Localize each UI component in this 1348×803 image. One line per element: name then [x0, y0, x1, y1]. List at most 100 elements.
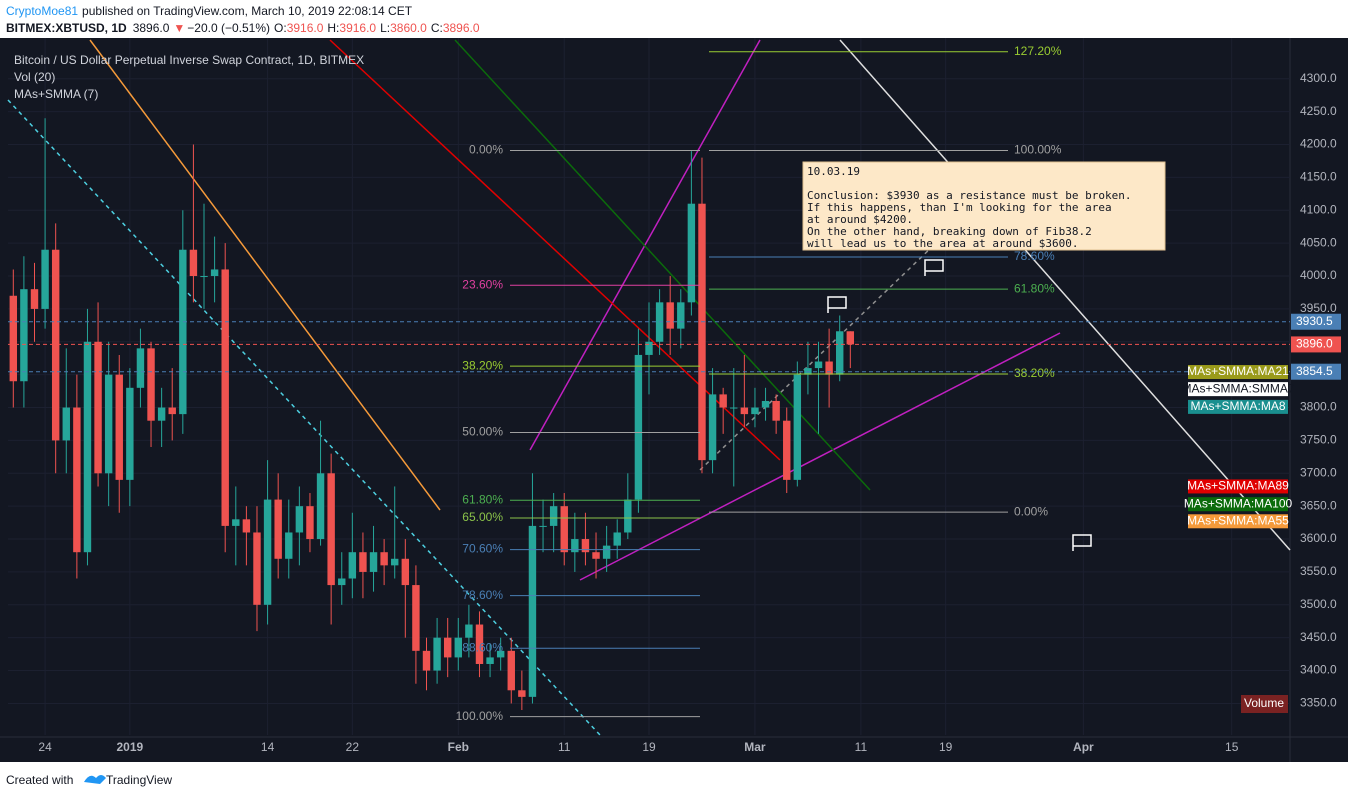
arrow: ▼ [173, 21, 185, 35]
y-tick-label: 4100.0 [1300, 202, 1337, 216]
candle-body [836, 331, 844, 375]
x-tick-label: 11 [855, 740, 868, 754]
author[interactable]: CryptoMoe81 [6, 4, 78, 18]
chart-title: Bitcoin / US Dollar Perpetual Inverse Sw… [14, 53, 364, 67]
candle-body [369, 552, 378, 572]
flag-icon [1072, 534, 1092, 551]
fib-label: 78.60% [462, 588, 503, 602]
candle-body [560, 506, 568, 553]
fib-label: 50.00% [462, 425, 503, 439]
ma-tag [1188, 497, 1288, 512]
candle-body [454, 637, 462, 658]
indicator: MAs+SMMA (7) [14, 87, 98, 101]
candle-body [285, 532, 293, 559]
candle-body [581, 539, 590, 553]
chart-background [0, 38, 1348, 762]
plot: 4300.0 4250.0 4200.0 4150.0 4100.0 4050.0 4000… [7, 38, 1341, 754]
drawing-line [89, 39, 441, 511]
candle-body [433, 637, 441, 671]
fib-label: 88.60% [462, 640, 503, 654]
x-tick-label: 14 [261, 740, 275, 754]
fib-label: 70.60% [462, 542, 503, 556]
candle-body [253, 532, 261, 605]
last: 3896.0 [133, 21, 170, 35]
indicator: Vol (20) [14, 70, 55, 84]
candle-body [221, 269, 229, 526]
candle-body [730, 407, 738, 409]
y-tick-label: 3350.0 [1300, 696, 1337, 710]
l-key: L: [380, 21, 390, 35]
x-tick-label: 22 [346, 740, 360, 754]
ma-tag-label: MAs+SMMA:MA21 [1187, 364, 1289, 378]
candle-body [539, 525, 547, 527]
candle-body [666, 302, 674, 329]
candle-body [846, 331, 855, 345]
candle-body [634, 354, 643, 500]
candle-body [179, 249, 187, 415]
y-tick-label: 4050.0 [1300, 235, 1337, 249]
change: −20.0 (−0.51%) [187, 21, 270, 35]
price-tag [1291, 313, 1341, 330]
candle-body [740, 407, 749, 415]
header-line: CryptoMoe81 published on TradingView.com,… [6, 4, 413, 18]
candle-body [274, 499, 282, 559]
x-tick-label: 11 [558, 740, 571, 754]
flag-icon [827, 296, 847, 313]
candle-body [20, 289, 28, 382]
candle-body [41, 249, 49, 309]
c-val: 3896.0 [443, 21, 480, 35]
candle-body [115, 374, 123, 480]
fib-label: 100.00% [456, 709, 504, 723]
candle-body [83, 341, 92, 553]
y-tick-label: 3950.0 [1300, 301, 1337, 315]
candle-body [104, 374, 113, 474]
flag-icon [924, 259, 944, 276]
h-key: H: [327, 21, 339, 35]
candle-body [359, 552, 367, 572]
footer-brand[interactable]: TradingView [106, 773, 172, 787]
candle-body [528, 525, 537, 697]
candle-body [412, 585, 420, 651]
ma-tag-label: MAs+SMMA:MA89 [1187, 479, 1289, 493]
candle-body [496, 650, 505, 658]
volume-tag [1241, 695, 1288, 713]
candle-body [73, 407, 81, 553]
fib-label: 38.20% [462, 358, 503, 372]
ma-tag [1188, 479, 1288, 494]
candle-body [189, 249, 198, 277]
fib-label: 100.00% [1014, 143, 1062, 157]
y-tick-label: 4250.0 [1300, 104, 1337, 118]
candle-body [232, 519, 240, 526]
fib-label: 61.80% [1014, 281, 1055, 295]
price-tag-label: 3854.5 [1296, 364, 1333, 378]
candle-body [200, 276, 208, 278]
candle-body [62, 407, 70, 441]
candle-body [783, 420, 791, 480]
fib-label: 65.00% [462, 510, 503, 524]
ma-tag-label: MAs+SMMA:MA100 [1184, 496, 1293, 510]
y-tick-label: 3800.0 [1300, 400, 1337, 414]
ma-tag [1188, 514, 1288, 529]
fib-label: 23.60% [462, 277, 503, 291]
symbol-line: BITMEX:XBTUSD, 1D 3896.0 ▼ −20.0 (−0.51%) O:… [6, 21, 480, 35]
candle-body [602, 545, 611, 559]
ma-tag [1188, 399, 1288, 414]
candle-body [327, 473, 335, 586]
candle-body [549, 506, 558, 526]
fib-label: 0.00% [1014, 504, 1048, 518]
y-tick-label: 3400.0 [1300, 663, 1337, 677]
candle-body [687, 203, 696, 303]
candle-body [210, 269, 219, 277]
price-tag-label: 3896.0 [1296, 337, 1333, 351]
candle-body [126, 387, 134, 480]
candle-body [316, 473, 325, 540]
x-tick-label: 15 [1225, 740, 1239, 754]
candle-body [295, 506, 304, 533]
candle-body [698, 203, 706, 461]
candle-body [814, 361, 823, 369]
drawing-line [7, 99, 601, 736]
candle-body [391, 558, 399, 566]
volume-label: Volume [1244, 696, 1284, 710]
annotation-line: will lead us to the area at around $3600… [807, 237, 1079, 250]
